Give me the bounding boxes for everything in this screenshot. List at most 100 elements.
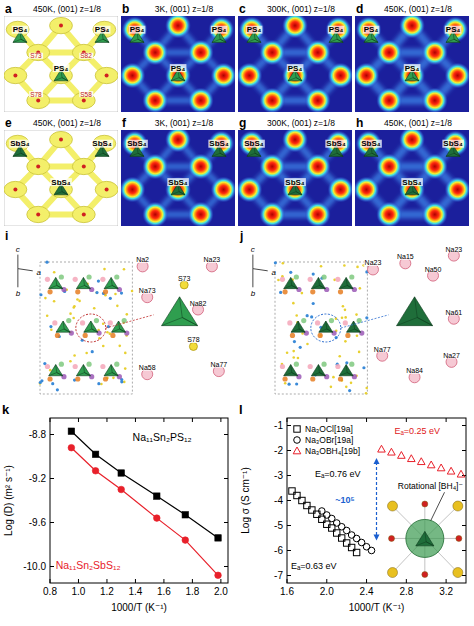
map-label: SbS₄: [361, 139, 381, 148]
na-cloud: [59, 274, 64, 279]
x-tick-label: 1.6: [157, 586, 171, 597]
density-blob: [211, 177, 235, 203]
atom: [344, 340, 347, 343]
atom: [97, 382, 100, 385]
label-patch: [138, 288, 157, 294]
atom: [44, 297, 47, 300]
na-cloud: [282, 376, 287, 381]
density-blob: [208, 16, 234, 42]
atom: [103, 268, 106, 271]
legend-label: Na₃OBH₄[19b]: [305, 446, 360, 456]
marker: [92, 468, 99, 475]
density-blob: [165, 177, 191, 203]
map-label: PS₄: [364, 25, 379, 34]
map-image: [4, 130, 118, 226]
label-patch: [396, 254, 415, 260]
density-blob: [305, 39, 331, 65]
atom: [91, 350, 94, 353]
label-patch: [50, 178, 72, 186]
y-axis-title: Log σ (S cm⁻¹): [240, 467, 251, 533]
density-blob: [282, 130, 308, 153]
panel-letter: f: [122, 116, 127, 130]
highlight: [76, 314, 106, 342]
atom: [292, 350, 295, 353]
atom: [45, 261, 48, 264]
tetrahedron: [311, 365, 325, 376]
atom: [49, 369, 52, 372]
panel-title: 450K, (001) z=1/8: [384, 118, 452, 128]
axis-label: a: [36, 268, 41, 277]
y-tick: [224, 434, 228, 435]
iso-surface: [4, 67, 27, 83]
atom: [356, 334, 359, 337]
panel-title: 450K, (001) z=1/8: [384, 4, 452, 14]
y-tick: [50, 566, 54, 567]
tetrahedron-edge: [319, 321, 333, 332]
label-patch: [135, 257, 150, 263]
na-cloud: [308, 277, 313, 282]
atom: [274, 261, 277, 264]
y-tick: [287, 425, 291, 426]
tetrahedron-edge: [104, 365, 118, 376]
atom: [73, 354, 76, 357]
site-label: Na73: [139, 287, 156, 294]
legend-marker: [294, 437, 301, 444]
label-patch: [243, 140, 265, 148]
atom: [106, 331, 109, 334]
map-label: SbS₄: [127, 139, 147, 148]
y-tick: [462, 575, 466, 576]
density-blob: [239, 16, 265, 42]
atom: [306, 314, 309, 317]
atom: [51, 382, 54, 385]
atom: [131, 290, 134, 293]
label-patch: [393, 427, 441, 436]
x-tick: [163, 579, 164, 583]
y-tick-label: -6: [274, 545, 283, 556]
atom: [332, 376, 335, 379]
na-cloud: [301, 318, 306, 323]
na-cloud: [122, 318, 127, 323]
label-patch: [94, 26, 111, 34]
iso-surface: [50, 17, 73, 33]
map-panel: d450K, (001) z=1/8PS₄PS₄PS₄: [353, 2, 470, 113]
density-blob: [399, 177, 425, 203]
y-tick-label: -7: [274, 570, 283, 581]
tetrahedron: [291, 321, 305, 332]
panel-title: 450K, (001) z=1/8: [33, 118, 101, 128]
atom: [295, 382, 298, 385]
atom: [102, 322, 105, 325]
atom: [279, 291, 282, 294]
density-blob: [259, 39, 285, 65]
rotor-sphere: [406, 519, 444, 557]
tetrahedron: [416, 531, 434, 545]
atom: [53, 300, 56, 303]
atom: [344, 309, 347, 312]
label-patch: [290, 562, 338, 571]
y-tick-label: -1: [274, 420, 283, 431]
density-blob: [445, 63, 469, 89]
y-tick: [224, 522, 228, 523]
series-group: [68, 428, 221, 579]
atom: [287, 383, 290, 386]
label-patch: [314, 469, 362, 478]
density-blob: [442, 130, 468, 156]
x-tick: [326, 579, 327, 583]
tetrahedron-face: [339, 277, 353, 288]
map-panel: a450K, (001) z=1/8PS₄PS₄PS₄S73S82S78S58: [4, 2, 118, 112]
x-tick: [50, 579, 51, 583]
na-cloud: [357, 318, 362, 323]
series-label: Na₁₁Sn₂SbS₁₂: [56, 559, 121, 571]
map-label: SbS₄: [285, 178, 305, 187]
marker: [182, 512, 188, 518]
arrow-head: [374, 534, 380, 540]
label-patch: [250, 290, 257, 298]
na-cloud: [73, 277, 78, 282]
label-patch: [79, 53, 93, 59]
density-blob: [445, 177, 469, 203]
map-ground: [4, 16, 118, 112]
iso-surface: [95, 67, 118, 83]
tetrahedron: [104, 277, 118, 288]
x-axis-title: 1000/T (K⁻¹): [111, 602, 167, 613]
marker: [118, 486, 125, 493]
atom: [105, 74, 109, 78]
